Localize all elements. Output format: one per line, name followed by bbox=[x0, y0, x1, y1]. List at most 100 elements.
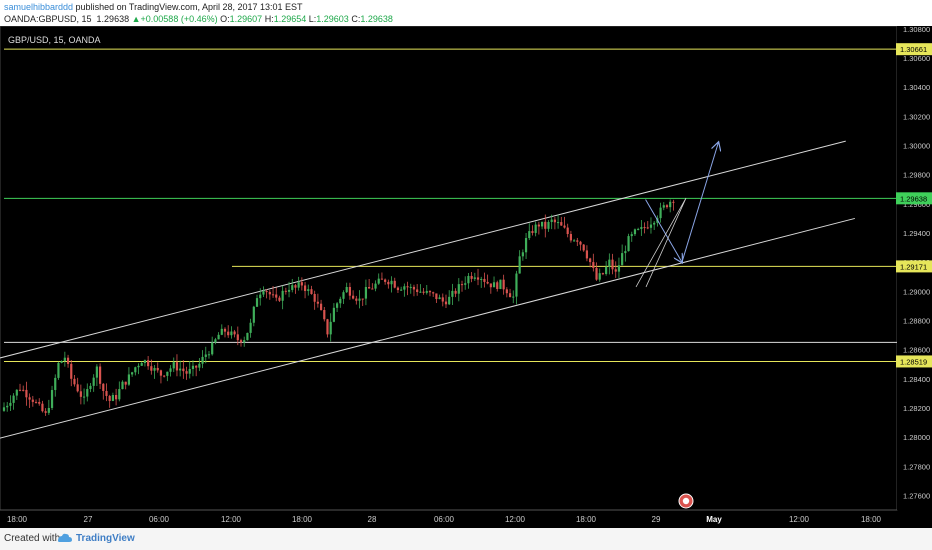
candle-body bbox=[134, 367, 137, 373]
plot-area[interactable] bbox=[0, 26, 898, 511]
y-tick-label: 1.27600 bbox=[903, 491, 930, 500]
candle-body bbox=[553, 219, 556, 223]
candle-body bbox=[653, 222, 656, 225]
low-label: L: bbox=[308, 14, 317, 24]
candle-body bbox=[63, 357, 66, 362]
candle-body bbox=[175, 362, 179, 371]
candle-body bbox=[659, 207, 662, 219]
candle-body bbox=[473, 277, 476, 279]
candle-body bbox=[297, 282, 300, 288]
candle-body bbox=[252, 306, 255, 323]
candle-body bbox=[41, 403, 44, 412]
author-link[interactable]: samuelhibbarddd bbox=[4, 2, 74, 12]
projection-arrows bbox=[635, 143, 718, 288]
candle-body bbox=[621, 253, 624, 266]
candle-body bbox=[534, 224, 537, 233]
candle-body bbox=[150, 366, 153, 371]
candle-body bbox=[563, 225, 566, 228]
symbol-text: OANDA:GBPUSD, 15 bbox=[4, 14, 92, 24]
candle-body bbox=[291, 285, 294, 290]
level-label-box bbox=[896, 43, 932, 56]
candle-body bbox=[662, 205, 665, 208]
projection-arrow bbox=[681, 143, 718, 263]
candle-body bbox=[287, 289, 291, 292]
candle-body bbox=[230, 331, 233, 336]
candle-body bbox=[556, 222, 560, 224]
candle-body bbox=[422, 291, 425, 293]
candle-body bbox=[633, 229, 637, 235]
candle-body bbox=[310, 289, 313, 295]
candle-body bbox=[172, 362, 175, 369]
candle-body bbox=[486, 281, 489, 284]
candle-body bbox=[432, 292, 435, 294]
x-tick-label: 28 bbox=[368, 515, 377, 524]
candle-body bbox=[220, 328, 223, 335]
candle-body bbox=[217, 334, 220, 340]
candle-body bbox=[95, 366, 98, 378]
x-tick-label: May bbox=[706, 515, 722, 524]
candle-body bbox=[364, 286, 368, 299]
candle-body bbox=[329, 321, 332, 335]
candle-body bbox=[492, 282, 496, 288]
time-axis[interactable]: 18:00 27 06:00 12:00 18:00 28 06:00 12:00 18:00 2… bbox=[0, 509, 897, 524]
horizontal-levels bbox=[4, 48, 897, 362]
candle-body bbox=[204, 354, 207, 357]
candle-body bbox=[102, 383, 105, 391]
candle-body bbox=[480, 278, 483, 280]
candle-body bbox=[57, 362, 60, 378]
chart-title: GBP/USD, 15, OANDA bbox=[8, 35, 101, 45]
x-tick-label: 18:00 bbox=[576, 515, 597, 524]
candle-body bbox=[403, 286, 406, 290]
candle-body bbox=[505, 289, 508, 294]
candle-body bbox=[111, 395, 114, 401]
candle-body bbox=[303, 285, 307, 291]
candle-body bbox=[6, 405, 9, 408]
candle-body bbox=[617, 265, 621, 272]
candle-body bbox=[239, 340, 243, 343]
y-tick-label: 1.28200 bbox=[903, 404, 930, 413]
candle-body bbox=[124, 381, 127, 385]
candle-body bbox=[182, 368, 185, 372]
candle-body bbox=[630, 234, 633, 237]
candle-body bbox=[412, 286, 416, 290]
candle-body bbox=[76, 384, 79, 392]
candle-body bbox=[438, 297, 441, 300]
y-tick-label: 1.30600 bbox=[903, 54, 930, 63]
tradingview-brand[interactable]: TradingView bbox=[76, 533, 135, 544]
candle-body bbox=[79, 391, 82, 397]
candle-body bbox=[605, 266, 608, 274]
candle-body bbox=[300, 282, 303, 286]
candle-body bbox=[508, 293, 512, 298]
open-value: 1.29607 bbox=[229, 14, 263, 24]
candle-body bbox=[313, 294, 316, 302]
candle-body bbox=[512, 296, 515, 298]
y-tick-label: 1.27800 bbox=[903, 462, 930, 471]
candle-body bbox=[637, 228, 640, 230]
candle-body bbox=[249, 322, 252, 333]
x-tick-label: 27 bbox=[84, 515, 93, 524]
candle-body bbox=[127, 374, 131, 385]
candle-body bbox=[12, 395, 15, 403]
candle-body bbox=[448, 296, 451, 305]
candle-body bbox=[195, 365, 198, 368]
candle-body bbox=[156, 367, 159, 371]
candle-body bbox=[201, 356, 204, 364]
candle-body bbox=[400, 289, 403, 291]
candle-body bbox=[108, 395, 111, 401]
candle-body bbox=[643, 227, 646, 229]
candle-body bbox=[265, 291, 268, 293]
candle-body bbox=[499, 279, 502, 289]
candle-body bbox=[294, 285, 297, 288]
chart-canvas[interactable]: GBP/USD, 15, OANDA 1.30800 1.30600 1.30400… bbox=[0, 26, 932, 528]
candle-body bbox=[211, 342, 214, 355]
candle-body bbox=[425, 291, 428, 293]
x-tick-label: 06:00 bbox=[434, 515, 455, 524]
candle-body bbox=[268, 291, 271, 295]
level-label-box bbox=[896, 192, 932, 205]
candle-body bbox=[207, 354, 211, 356]
flag-icon[interactable] bbox=[678, 493, 694, 509]
candle-body bbox=[665, 205, 669, 208]
y-tick-label: 1.30800 bbox=[903, 26, 930, 34]
candle-body bbox=[464, 283, 467, 285]
y-tick-label: 1.28400 bbox=[903, 375, 930, 384]
